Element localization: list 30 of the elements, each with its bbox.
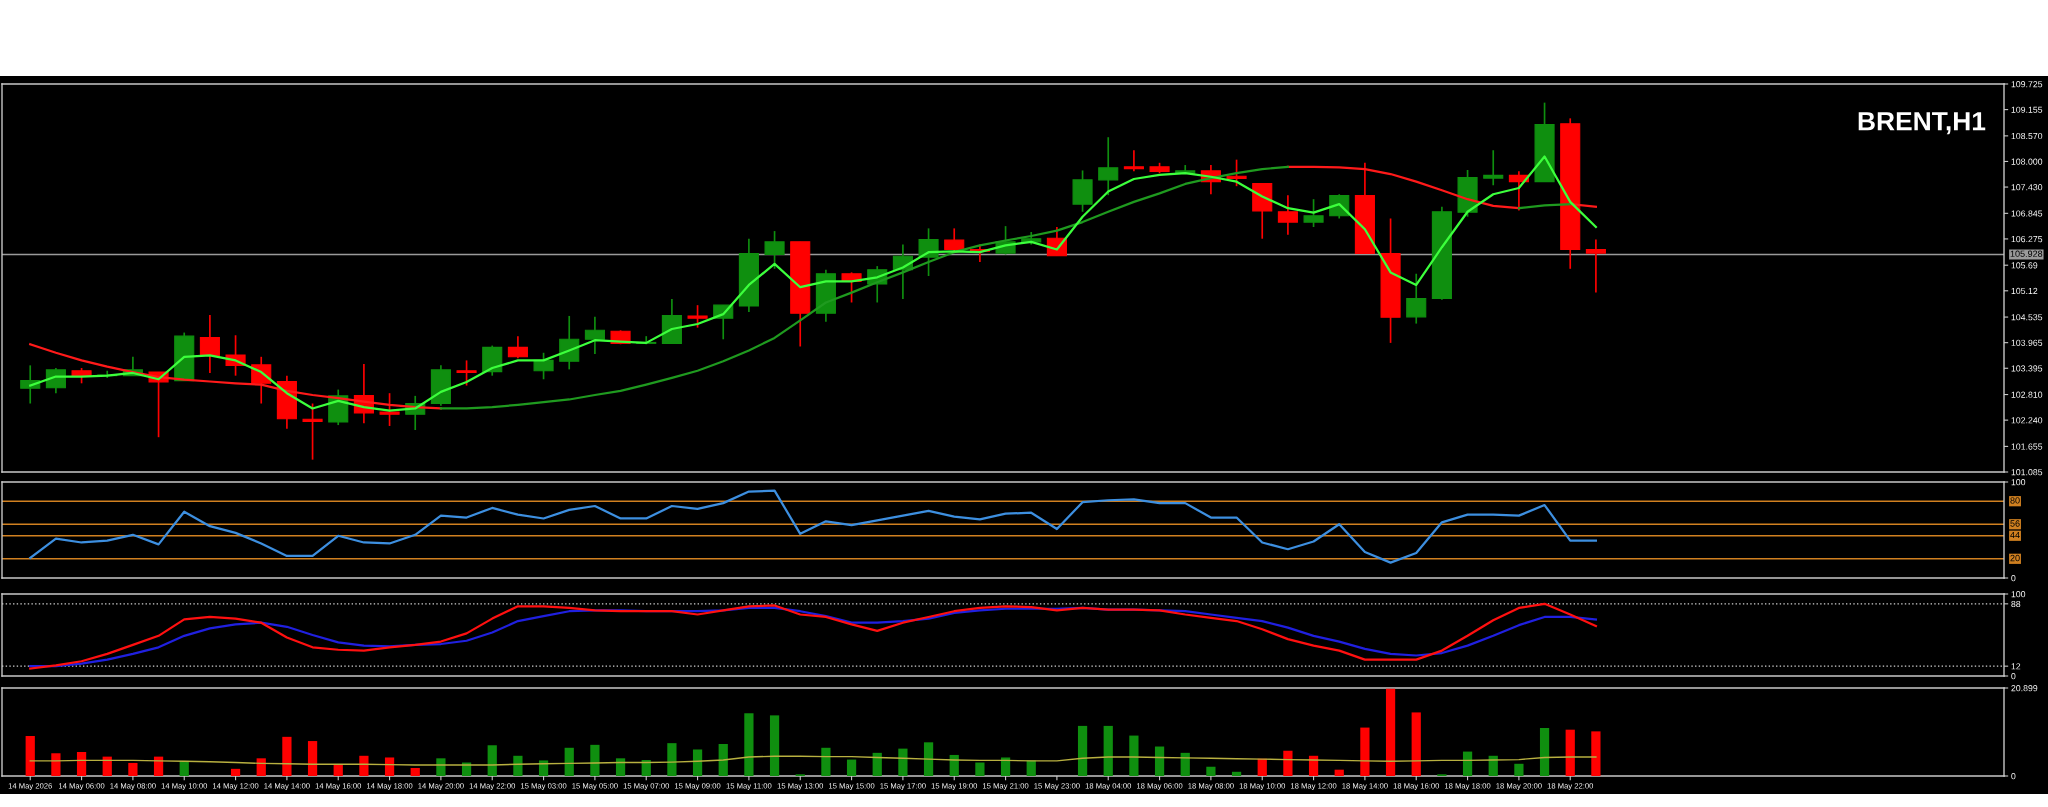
ref-line-label: 20 [2010,554,2020,562]
y-tick-label: 108.570 [2011,132,2043,140]
ref-line-label: 56 [2010,520,2020,527]
y-tick-label: 109.155 [2011,106,2043,113]
y-tick-label: 0 [2011,773,2016,780]
ref-line-label: 80 [2010,497,2020,504]
y-tick-label: 88 [2011,600,2021,608]
y-tick-label: 12 [2011,663,2021,670]
y-tick-label: 103.965 [2011,339,2043,346]
y-tick-label: 0 [2011,575,2016,582]
y-tick-label: 102.810 [2011,391,2043,398]
y-tick-label: 102.240 [2011,417,2043,424]
y-tick-label: 0 [2011,673,2016,680]
text: BRENT,H1 [1858,112,1986,135]
y-tick-label: 101.655 [2011,443,2043,450]
y-tick-label: 104.535 [2011,314,2043,321]
y-tick-label: 103.395 [2011,365,2043,372]
y-tick-label: 108.000 [2011,158,2043,165]
y-tick-label: 100 [2011,479,2026,486]
ref-line-label: 44 [2010,531,2020,539]
y-tick-label: 107.430 [2011,184,2043,191]
ref-line-label: 105.928 [2010,250,2043,257]
y-tick-label: 100 [2011,591,2026,598]
y-tick-label: 106.275 [2011,235,2043,243]
y-tick-label: 20.899 [2011,685,2038,692]
y-tick-label: 109.725 [2011,81,2043,88]
y-tick-label: 101.085 [2011,469,2043,476]
y-tick-label: 106.845 [2011,210,2043,217]
y-tick-label: 105.12 [2011,287,2038,295]
y-tick-label: 105.69 [2011,262,2038,269]
